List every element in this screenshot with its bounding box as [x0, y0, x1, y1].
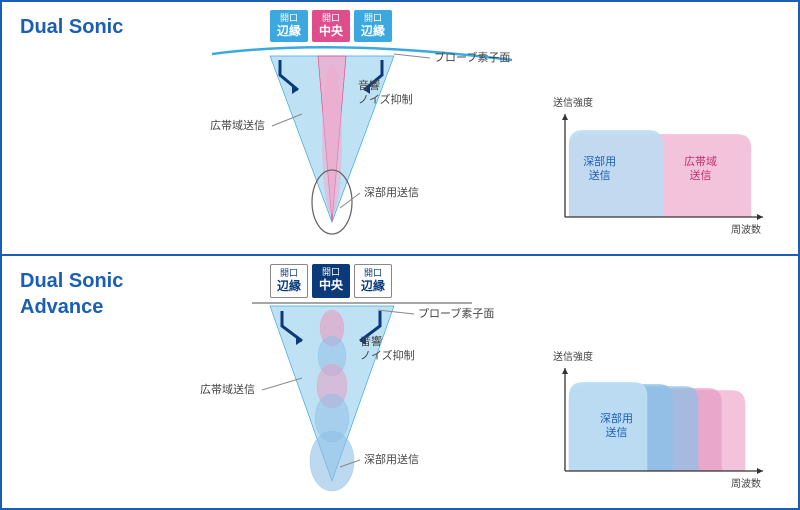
- spectrum-text-0: 深部用送信: [600, 413, 633, 441]
- label-deep-tx: 深部用送信: [364, 187, 419, 201]
- label-wideband-tx: 広帯域送信: [210, 120, 265, 134]
- container: Dual Sonic開口辺縁開口中央開口辺縁プローブ素子面音響ノイズ抑制広帯域送…: [0, 0, 800, 510]
- xlabel: 周波数: [731, 475, 761, 490]
- label-noise-suppression: 音響ノイズ抑制: [360, 336, 415, 364]
- label-noise-suppression: 音響ノイズ抑制: [358, 80, 413, 108]
- spectrum-text-1: 広帯域送信: [684, 156, 717, 184]
- spectrum-text-0: 深部用送信: [583, 156, 616, 184]
- beam-lobe-4: [310, 431, 354, 491]
- label-probe-surface: プローブ素子面: [418, 308, 494, 322]
- beam-center-lobe: [322, 64, 342, 215]
- label-deep-tx: 深部用送信: [364, 454, 419, 468]
- panel-dual-sonic-advance: Dual SonicAdvance開口辺縁開口中央開口辺縁プローブ素子面音響ノイ…: [2, 256, 798, 508]
- xlabel: 周波数: [731, 221, 761, 236]
- ylabel: 送信強度: [553, 348, 593, 363]
- spectrum-chart: [557, 364, 767, 479]
- panel-dual-sonic: Dual Sonic開口辺縁開口中央開口辺縁プローブ素子面音響ノイズ抑制広帯域送…: [2, 2, 798, 256]
- ylabel: 送信強度: [553, 94, 593, 109]
- label-wideband-tx: 広帯域送信: [200, 384, 255, 398]
- spectrum-svg: [557, 364, 767, 479]
- label-probe-surface: プローブ素子面: [434, 52, 510, 66]
